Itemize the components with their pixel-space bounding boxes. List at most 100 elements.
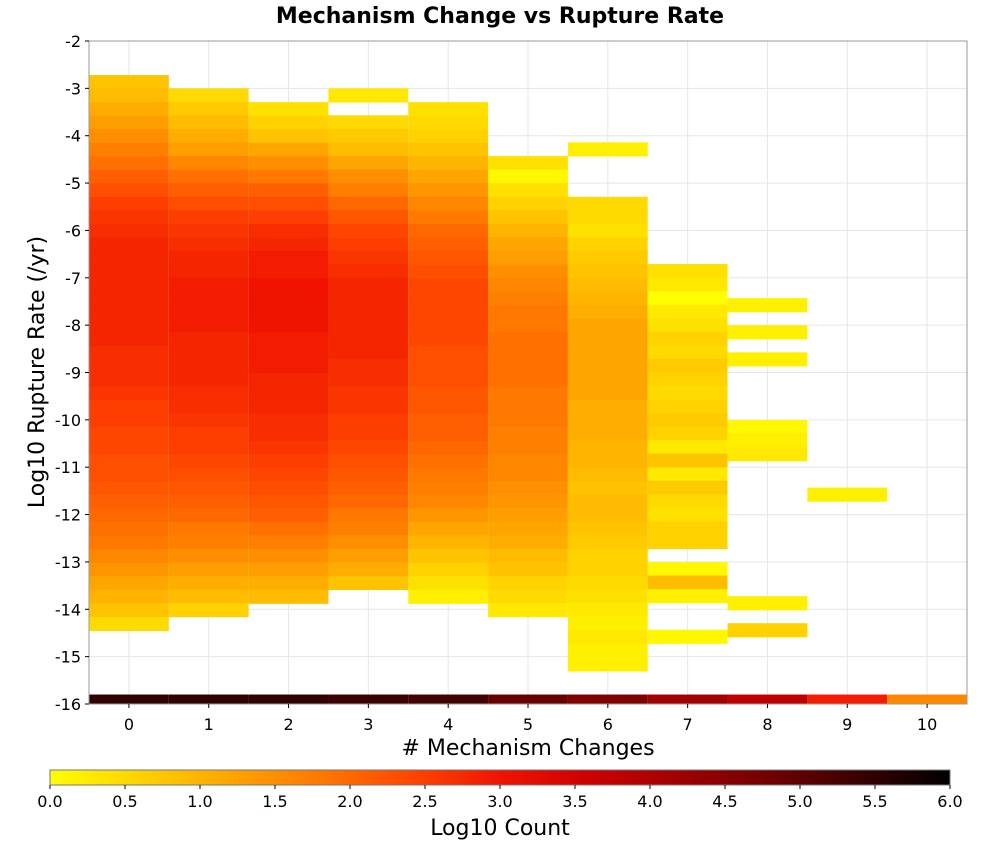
heatmap-cell (248, 576, 329, 591)
heatmap-cell (488, 386, 568, 401)
chart-title: Mechanism Change vs Rupture Rate (276, 4, 724, 29)
heatmap-cell (168, 101, 249, 117)
colorbar-tick-label: 3.0 (487, 792, 512, 811)
heatmap-cell (567, 264, 648, 279)
x-tick-label: 0 (124, 715, 134, 734)
heatmap-cell (567, 521, 648, 537)
heatmap-cell (488, 156, 568, 171)
colorbar-label: Log10 Count (430, 816, 570, 841)
heatmap-cell (488, 305, 568, 320)
y-axis-label: Log10 Rupture Rate (/yr) (25, 236, 50, 508)
heatmap-cell (248, 494, 329, 510)
colorbar-ticks: 0.0 0.5 1.0 1.5 2.0 2.5 3.0 3.5 4.0 4.5 5.0 5.5 6.0 (37, 785, 963, 811)
heatmap-cell (248, 156, 329, 171)
heatmap-cell (248, 372, 329, 388)
heatmap-cell (408, 427, 489, 442)
heatmap-cell (89, 535, 169, 550)
heatmap-cell (248, 291, 329, 306)
heatmap-cell (89, 102, 169, 117)
heatmap-cell (248, 549, 329, 564)
heatmap-cell (89, 142, 169, 157)
heatmap-cell (488, 535, 568, 550)
heatmap-cell (408, 508, 489, 523)
heatmap-cell (89, 129, 169, 144)
heatmap-cell (168, 237, 249, 252)
heatmap-cell (328, 399, 409, 414)
heatmap-cell (727, 420, 808, 435)
heatmap-cell (248, 562, 329, 577)
heatmap-cell (168, 115, 249, 130)
heatmap-cell (408, 196, 489, 212)
heatmap-cell (168, 142, 249, 157)
heatmap-cell (168, 467, 249, 482)
x-axis-label: # Mechanism Changes (401, 736, 654, 761)
heatmap-cell (727, 298, 808, 313)
heatmap-cell (248, 386, 329, 401)
heatmap-cell (647, 399, 728, 414)
heatmap-cell (89, 440, 169, 455)
heatmap-cell (328, 237, 409, 252)
y-tick-label: -5 (65, 174, 81, 193)
heatmap-cell (807, 487, 888, 502)
heatmap-cell (328, 142, 409, 157)
heatmap-cell (488, 508, 568, 523)
heatmap-cell (647, 291, 728, 306)
heatmap-cell (488, 575, 568, 591)
heatmap-cell (248, 223, 329, 239)
heatmap-cell (248, 521, 329, 537)
heatmap-cell (488, 223, 568, 238)
heatmap-cell (168, 386, 249, 401)
heatmap-cell (567, 467, 648, 482)
heatmap-cell (488, 454, 568, 469)
heatmap-cell (89, 576, 169, 591)
heatmap-cell (328, 332, 409, 347)
heatmap-cell (248, 413, 329, 428)
heatmap-cell (168, 508, 249, 523)
x-tick-label: 6 (603, 715, 613, 734)
heatmap-cell (647, 277, 728, 292)
heatmap-cell (168, 603, 249, 618)
heatmap-cell (567, 643, 648, 658)
heatmap-cell (488, 318, 568, 333)
y-tick-label: -3 (65, 79, 81, 98)
heatmap-cell (248, 210, 329, 225)
heatmap-cell (567, 413, 648, 428)
heatmap-cell (567, 250, 648, 266)
heatmap-cell (488, 183, 568, 198)
heatmap-cell (488, 562, 568, 577)
heatmap-cell (248, 332, 329, 347)
heatmap-cell (89, 481, 169, 496)
heatmap-cell (647, 331, 728, 346)
heatmap-cell (408, 183, 489, 198)
heatmap-cell (488, 399, 568, 415)
heatmap-cell (248, 481, 329, 496)
y-tick-label: -11 (55, 458, 81, 477)
heatmap-cell (647, 318, 728, 333)
heatmap-cell (168, 223, 249, 238)
heatmap-cell (567, 427, 648, 442)
heatmap-cell (727, 694, 808, 704)
heatmap-cell (408, 467, 489, 482)
heatmap-cell (328, 115, 409, 130)
heatmap-cell (488, 372, 568, 387)
heatmap-cell (89, 224, 169, 239)
heatmap-cell (567, 440, 648, 455)
heatmap-cell (567, 454, 648, 469)
heatmap-cell (647, 440, 728, 455)
heatmap-cell (328, 128, 409, 144)
heatmap-cell (647, 534, 728, 550)
heatmap-cell (408, 400, 489, 415)
heatmap-cell (567, 223, 648, 239)
heatmap-cell (328, 694, 409, 704)
heatmap-cell (408, 576, 489, 591)
colorbar (49, 769, 951, 786)
heatmap-cell (647, 507, 728, 522)
heatmap-cell (89, 88, 169, 103)
heatmap-cell (168, 305, 249, 320)
heatmap-cell (168, 291, 249, 306)
heatmap-cell (168, 413, 249, 428)
heatmap-cell (408, 535, 489, 550)
heatmap-cell (647, 467, 728, 482)
heatmap-cell (89, 210, 169, 225)
x-tick-label: 1 (204, 715, 214, 734)
